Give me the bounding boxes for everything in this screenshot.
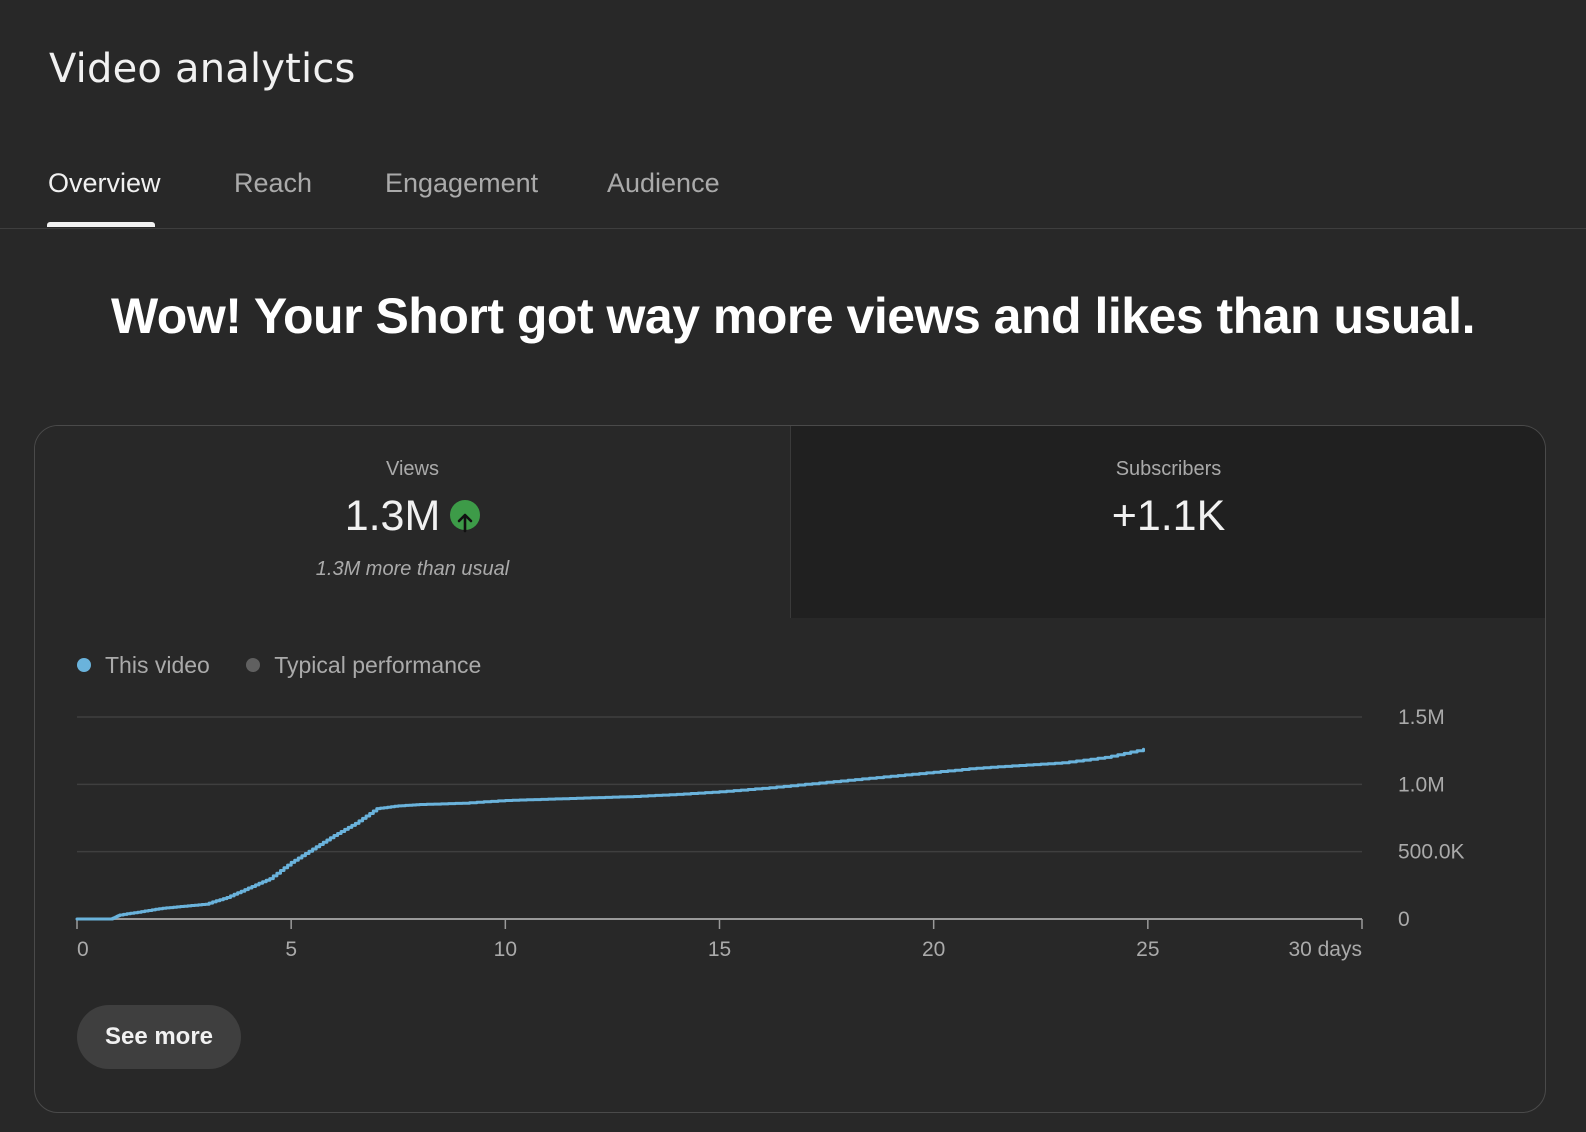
subscribers-value: +1.1K bbox=[1111, 492, 1226, 540]
legend-this-video: This video bbox=[77, 652, 210, 679]
views-value: 1.3M bbox=[344, 492, 441, 540]
x-tick-label: 25 bbox=[1136, 938, 1159, 961]
y-tick-label: 1.0M bbox=[1398, 773, 1445, 796]
series-line-this-video bbox=[75, 747, 1145, 921]
legend-dot-typical bbox=[246, 657, 261, 672]
performance-card: Views 1.3M 1.3M more than usual Subscrib… bbox=[34, 425, 1546, 1113]
x-tick-label: 30 days bbox=[1288, 938, 1362, 961]
tab-engagement[interactable]: Engagement bbox=[385, 168, 539, 198]
y-tick-label: 1.5M bbox=[1398, 706, 1445, 729]
legend-typical: Typical performance bbox=[246, 652, 481, 679]
performance-headline: Wow! Your Short got way more views and l… bbox=[111, 288, 1475, 344]
y-tick-label: 500.0K bbox=[1398, 841, 1465, 864]
tab-overview[interactable]: Overview bbox=[48, 168, 161, 198]
y-tick-label: 0 bbox=[1398, 908, 1410, 931]
views-comparison: 1.3M more than usual bbox=[315, 558, 510, 580]
views-label: Views bbox=[386, 458, 439, 480]
see-more-button[interactable]: See more bbox=[77, 1005, 241, 1069]
views-metric-tab[interactable]: Views 1.3M 1.3M more than usual bbox=[35, 426, 790, 618]
x-tick-label: 20 bbox=[922, 938, 945, 961]
x-tick-label: 10 bbox=[494, 938, 517, 961]
tab-bar: Overview Reach Engagement Audience bbox=[0, 160, 1586, 229]
arrow-up-icon bbox=[450, 499, 481, 532]
legend-this-video-label: This video bbox=[105, 652, 210, 678]
tab-reach[interactable]: Reach bbox=[234, 168, 313, 198]
legend-dot-this-video bbox=[77, 657, 91, 672]
subscribers-label: Subscribers bbox=[1115, 458, 1222, 480]
page-title: Video analytics bbox=[49, 46, 356, 92]
chart-legend: This video Typical performance bbox=[77, 652, 511, 679]
x-tick-label: 0 bbox=[77, 938, 89, 961]
x-tick-label: 5 bbox=[285, 938, 297, 961]
legend-typical-label: Typical performance bbox=[274, 652, 482, 678]
subscribers-metric-tab[interactable]: Subscribers +1.1K bbox=[790, 426, 1545, 618]
active-tab-indicator bbox=[47, 222, 155, 227]
views-value-row: 1.3M bbox=[35, 492, 790, 541]
x-tick-label: 15 bbox=[708, 938, 731, 961]
views-chart: 1.5M 1.0M 500.0K 0 0 5 10 15 20 25 30 days bbox=[75, 706, 1465, 961]
tab-audience[interactable]: Audience bbox=[607, 168, 720, 198]
